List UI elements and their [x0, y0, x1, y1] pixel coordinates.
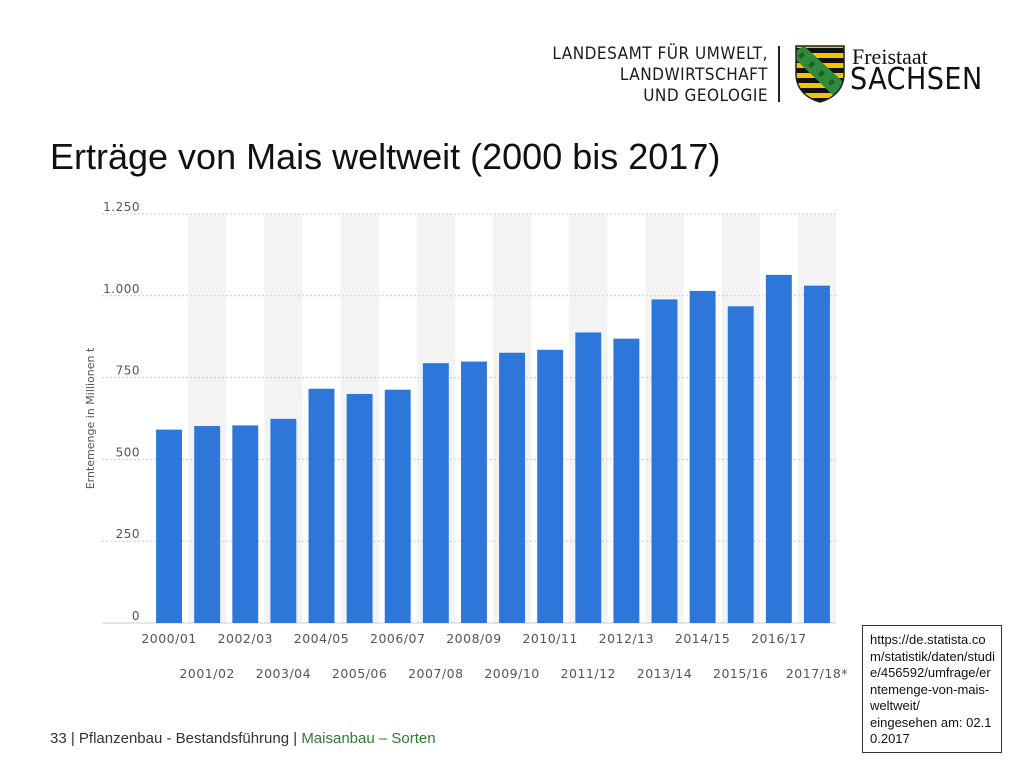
footer-separator: |: [289, 730, 302, 747]
bar: [270, 418, 297, 623]
org-name: LANDESAMT FÜR UMWELT, LANDWIRTSCHAFT UND…: [520, 44, 768, 107]
bar: [308, 388, 335, 623]
y-tick-label: 1.250: [103, 200, 140, 214]
x-tick-label: 2005/06: [332, 666, 387, 681]
x-tick-label: 2003/04: [256, 666, 311, 681]
bar: [803, 285, 830, 623]
footer-topic: Maisanbau – Sorten: [301, 730, 436, 747]
y-tick-label: 1.000: [103, 282, 140, 296]
org-line-1: LANDESAMT FÜR UMWELT,: [552, 44, 768, 64]
saxony-coat-of-arms-icon: [795, 45, 845, 103]
x-tick-label: 2016/17: [751, 631, 806, 646]
y-tick-label: 750: [116, 364, 140, 378]
bar: [232, 425, 259, 623]
footer-section: Pflanzenbau - Bestandsführung: [78, 730, 290, 747]
bar: [384, 389, 411, 623]
bar: [499, 352, 526, 623]
x-tick-label: 2001/02: [179, 666, 234, 681]
x-tick-label: 2012/13: [599, 631, 654, 646]
y-tick-label: 0: [132, 609, 140, 623]
bar: [765, 274, 792, 623]
brand-sachsen: SACHSEN: [850, 62, 983, 97]
x-tick-label: 2010/11: [522, 631, 577, 646]
org-line-3: UND GEOLOGIE: [643, 86, 768, 106]
x-tick-label: 2011/12: [561, 666, 616, 681]
x-tick-label: 2009/10: [484, 666, 539, 681]
bar: [194, 426, 221, 623]
bar: [613, 338, 640, 623]
page-number: 33: [50, 730, 67, 747]
org-line-2: LANDWIRTSCHAFT: [619, 65, 768, 85]
x-tick-label: 2015/16: [713, 666, 768, 681]
bar-chart: 0 250 500 750 1.000 1.250 Erntemenge in Millio…: [84, 200, 848, 681]
footer: 33 | Pflanzenbau - Bestandsführung | Mai…: [50, 730, 436, 747]
source-citation: https://de.statista.com/statistik/daten/…: [862, 625, 1002, 753]
bar: [537, 349, 564, 623]
x-tick-label: 2008/09: [446, 631, 501, 646]
bar: [651, 299, 678, 623]
bar: [575, 332, 602, 623]
brand-freistaat: Freistaat: [852, 44, 928, 69]
slide-title: Erträge von Mais weltweit (2000 bis 2017…: [50, 136, 721, 177]
x-tick-label: 2004/05: [294, 631, 349, 646]
bar: [689, 290, 716, 623]
bar: [422, 363, 449, 623]
header-divider: [778, 46, 780, 102]
x-tick-label: 2017/18*: [786, 666, 848, 681]
y-tick-label: 250: [116, 527, 140, 541]
x-tick-label: 2013/14: [637, 666, 692, 681]
y-axis-title: Erntemenge in Millionen t: [84, 347, 97, 489]
bar: [460, 361, 487, 623]
x-tick-label: 2014/15: [675, 631, 730, 646]
bar: [156, 429, 183, 623]
bar: [346, 393, 373, 623]
x-tick-label: 2002/03: [218, 631, 273, 646]
x-tick-label: 2006/07: [370, 631, 425, 646]
y-tick-label: 500: [116, 445, 140, 459]
x-tick-label: 2007/08: [408, 666, 463, 681]
footer-separator: |: [66, 730, 79, 747]
bar: [727, 306, 754, 623]
x-tick-label: 2000/01: [141, 631, 196, 646]
